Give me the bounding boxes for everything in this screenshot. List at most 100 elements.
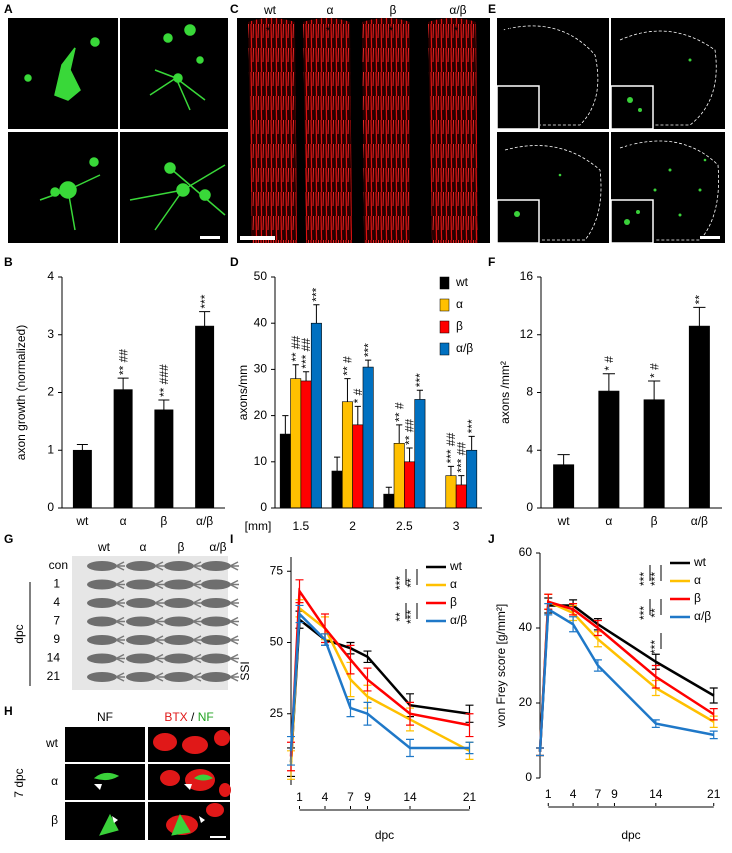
y-tick-label: 0: [525, 770, 532, 784]
column-title: NF: [97, 710, 113, 724]
significance-label: **: [648, 608, 662, 618]
panel-c-image: [237, 18, 490, 243]
x-tick-label: 14: [403, 790, 417, 804]
paw-print: [87, 653, 117, 664]
error-bar: [333, 456, 341, 472]
x-tick-label: 1: [296, 790, 303, 804]
bar: [362, 366, 374, 509]
error-bar: [76, 443, 88, 451]
row-axis-label: dpc: [12, 624, 26, 643]
column-label: wt: [97, 540, 111, 554]
legend-label: wt: [455, 275, 469, 289]
paw-toes: [115, 616, 125, 627]
column-label: β: [178, 540, 185, 554]
error-bar: [569, 603, 578, 616]
panel-letter: A: [4, 2, 13, 16]
image-label: wt: [12, 22, 26, 36]
paw-toes: [115, 635, 125, 645]
paw-print: [201, 653, 231, 664]
x-tick-label: 9: [611, 787, 618, 801]
y-axis-label: axons /mm²: [498, 361, 512, 424]
x-axis-label: dpc: [375, 828, 394, 842]
x-tick-label: wt: [557, 514, 571, 528]
y-axis-label: SSI: [238, 661, 252, 680]
paw-print: [201, 616, 231, 627]
legend-label: α/β: [450, 613, 467, 627]
error-bar: [406, 738, 414, 758]
error-bar: [709, 730, 718, 740]
error-bar: [648, 380, 661, 400]
x-tick-label: α: [605, 514, 612, 528]
error-bar: [346, 698, 355, 718]
significance-label: **: [693, 295, 707, 305]
image-label: wt: [263, 3, 277, 17]
y-tick-label: 0: [526, 500, 533, 514]
panel-letter: D: [230, 255, 239, 269]
paw-toes: [229, 616, 239, 627]
panel-letter: F: [488, 255, 495, 269]
paw-print: [164, 653, 194, 664]
x-tick-label: α/β: [196, 514, 213, 528]
bar: [300, 380, 312, 509]
x-tick-label: α: [120, 514, 127, 528]
x-tick-label: 21: [707, 787, 721, 801]
legend-label: α: [456, 297, 463, 311]
y-tick-label: 10: [254, 454, 268, 468]
error-bar: [458, 475, 465, 485]
row-label: con: [49, 558, 68, 572]
nerve-marker: *: [454, 24, 459, 38]
error-bar: [385, 486, 392, 495]
paw-print: [201, 598, 231, 608]
y-axis-label: von Frey score [g/mm²]: [494, 604, 508, 727]
paw-toes: [115, 672, 125, 682]
error-bar: [363, 667, 372, 692]
x-tick-label: 1.5: [293, 519, 310, 533]
x-tick-label: 7: [595, 787, 602, 801]
error-bar: [117, 377, 129, 390]
x-tick-label: 7: [347, 790, 354, 804]
error-bar: [363, 650, 372, 664]
significance-label: **: [404, 578, 418, 588]
image-label: wt: [501, 22, 515, 36]
error-bar: [602, 373, 615, 392]
y-tick-label: 20: [254, 408, 268, 422]
paw-toes: [192, 598, 202, 608]
legend-label: α/β: [456, 341, 473, 355]
x-tick-label: 3: [453, 519, 460, 533]
column-label: α: [140, 540, 147, 554]
bar: [154, 409, 174, 509]
significance-label: ***: [648, 640, 662, 654]
legend-label: β: [456, 319, 463, 333]
significance-label: ***: [361, 343, 375, 357]
error-bar: [709, 687, 718, 704]
paw-toes: [229, 579, 239, 590]
paw-print: [87, 598, 117, 608]
paw-print: [126, 653, 156, 664]
error-bar: [557, 454, 570, 465]
significance-label: ** ##: [403, 419, 417, 445]
significance-label: **: [393, 612, 407, 622]
error-bar: [416, 389, 424, 400]
error-bar: [593, 659, 602, 672]
y-tick-label: 60: [519, 545, 533, 559]
paw-print: [201, 561, 231, 571]
paw-print: [87, 672, 117, 682]
significance-label: ** ###: [157, 364, 171, 397]
error-bar: [651, 719, 660, 728]
y-tick-label: 12: [520, 327, 534, 341]
panel-letter: E: [488, 2, 496, 16]
x-tick-label: 14: [649, 787, 663, 801]
significance-label: ***: [465, 419, 479, 433]
legend-swatch: [439, 320, 450, 334]
paw-print: [201, 635, 231, 645]
paw-toes: [154, 579, 164, 590]
bar: [352, 424, 364, 509]
significance-label: * #: [647, 363, 661, 378]
paw-print: [126, 561, 156, 571]
side-label: 7 dpc: [12, 768, 26, 797]
row-label: 14: [47, 651, 61, 665]
y-tick-label: 50: [270, 635, 284, 649]
error-bar: [295, 604, 304, 624]
significance-label: ***: [637, 606, 651, 620]
significance-label: *** ##: [299, 338, 313, 369]
